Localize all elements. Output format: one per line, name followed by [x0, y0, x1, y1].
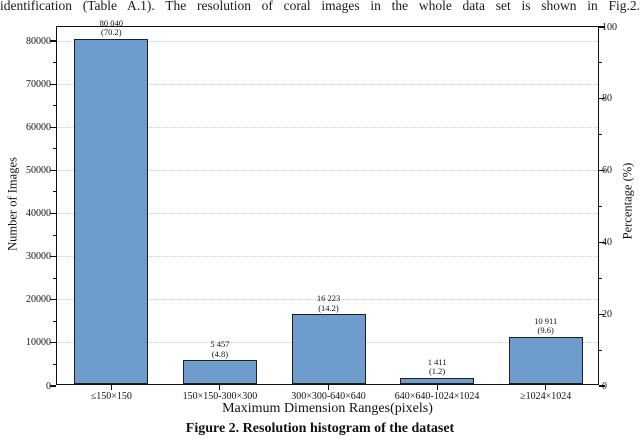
y-tick-left-minor [53, 191, 56, 193]
y-tick-label-left: 60000 [26, 121, 51, 133]
bar-value-label: 1 411 (1.2) [427, 356, 447, 377]
y-tick-label-right: 20 [602, 308, 612, 320]
y-tick-left [50, 212, 56, 215]
y-tick-right [599, 313, 605, 315]
y-tick-label-left: 30000 [26, 251, 51, 263]
y-tick-label-right: 60 [602, 165, 612, 177]
x-tick [219, 385, 221, 390]
x-tick [436, 385, 438, 390]
paragraph-text: identification (Table A.1). The resoluti… [0, 0, 640, 13]
gridline [57, 126, 598, 128]
y-tick-right [599, 385, 605, 387]
plot-area: 0 10000 20000 30000 40000 50000 60000 70000 8000… [26, 18, 617, 402]
y-tick-left-minor [53, 105, 56, 107]
y-tick-right [599, 170, 605, 172]
y-tick-label-right: 0 [602, 380, 607, 392]
x-axis-label: Maximum Dimension Ranges(pixels) [222, 401, 433, 416]
y-tick-left-minor [53, 320, 56, 322]
gridline [57, 213, 598, 214]
y-tick-right [599, 241, 605, 243]
bar [400, 377, 475, 384]
gridline [57, 256, 598, 258]
y-tick-left [50, 256, 56, 258]
x-tick-label: ≤150×150 [90, 391, 132, 402]
y-tick-label-right: 80 [602, 93, 612, 105]
bar [74, 38, 149, 384]
x-tick [327, 385, 330, 390]
y-tick-label-left: 80000 [26, 35, 51, 47]
bar-value-label: 16 223 (14.2) [316, 293, 341, 313]
bar [182, 360, 257, 384]
y-tick-left-minor [53, 234, 56, 236]
y-tick-left [50, 299, 56, 301]
y-tick-left [50, 169, 56, 171]
gridline [57, 299, 598, 301]
y-axis-label-right: Percentage (%) [620, 162, 635, 240]
y-tick-label-left: 20000 [26, 294, 51, 306]
y-tick-left [50, 385, 56, 387]
bar-value-label: 10 911 (9.6) [534, 315, 558, 336]
x-tick-label: 150×150-300×300 [182, 391, 258, 402]
gridline [57, 169, 598, 171]
y-tick-label-left: 0 [46, 380, 51, 392]
x-tick-label: ≥1024×1024 [520, 391, 572, 402]
x-tick-label: 640×640-1024×1024 [394, 391, 480, 402]
y-tick-right-minor [599, 349, 602, 351]
y-tick-label-right: 40 [602, 236, 612, 248]
y-tick-right-minor [599, 277, 602, 279]
y-tick-left [50, 126, 56, 128]
y-axis-label-left: Number of Images [5, 157, 20, 251]
y-tick-left-minor [53, 363, 56, 365]
figure-caption: Figure 2. Resolution histogram of the da… [185, 421, 455, 436]
y-tick-left [50, 40, 56, 42]
y-tick-right [599, 26, 605, 28]
y-tick-label-left: 40000 [26, 208, 51, 219]
x-tick [110, 385, 112, 390]
y-tick-left [50, 83, 56, 85]
y-tick-right-minor [599, 62, 602, 64]
y-tick-right-minor [599, 206, 602, 207]
y-tick-left-minor [53, 62, 56, 64]
x-tick-label: 300×300-640×640 [291, 391, 366, 402]
y-tick-left [50, 342, 56, 344]
bar-value-label: 80 040 (70.2) [99, 17, 123, 38]
y-tick-left-minor [53, 277, 56, 279]
y-tick-label-left: 50000 [26, 164, 51, 176]
gridline [57, 83, 598, 85]
x-tick [545, 385, 547, 390]
y-tick-label-right: 100 [602, 21, 617, 33]
bar [508, 336, 583, 384]
bar-value-label: 5 457 (4.8) [210, 339, 230, 359]
y-tick-right-minor [599, 134, 602, 136]
gridline [57, 40, 598, 42]
bar [291, 314, 366, 384]
y-tick-label-left: 10000 [26, 337, 51, 349]
y-tick-label-left: 70000 [26, 78, 51, 90]
y-tick-left-minor [53, 148, 56, 150]
y-tick-right [599, 98, 605, 100]
